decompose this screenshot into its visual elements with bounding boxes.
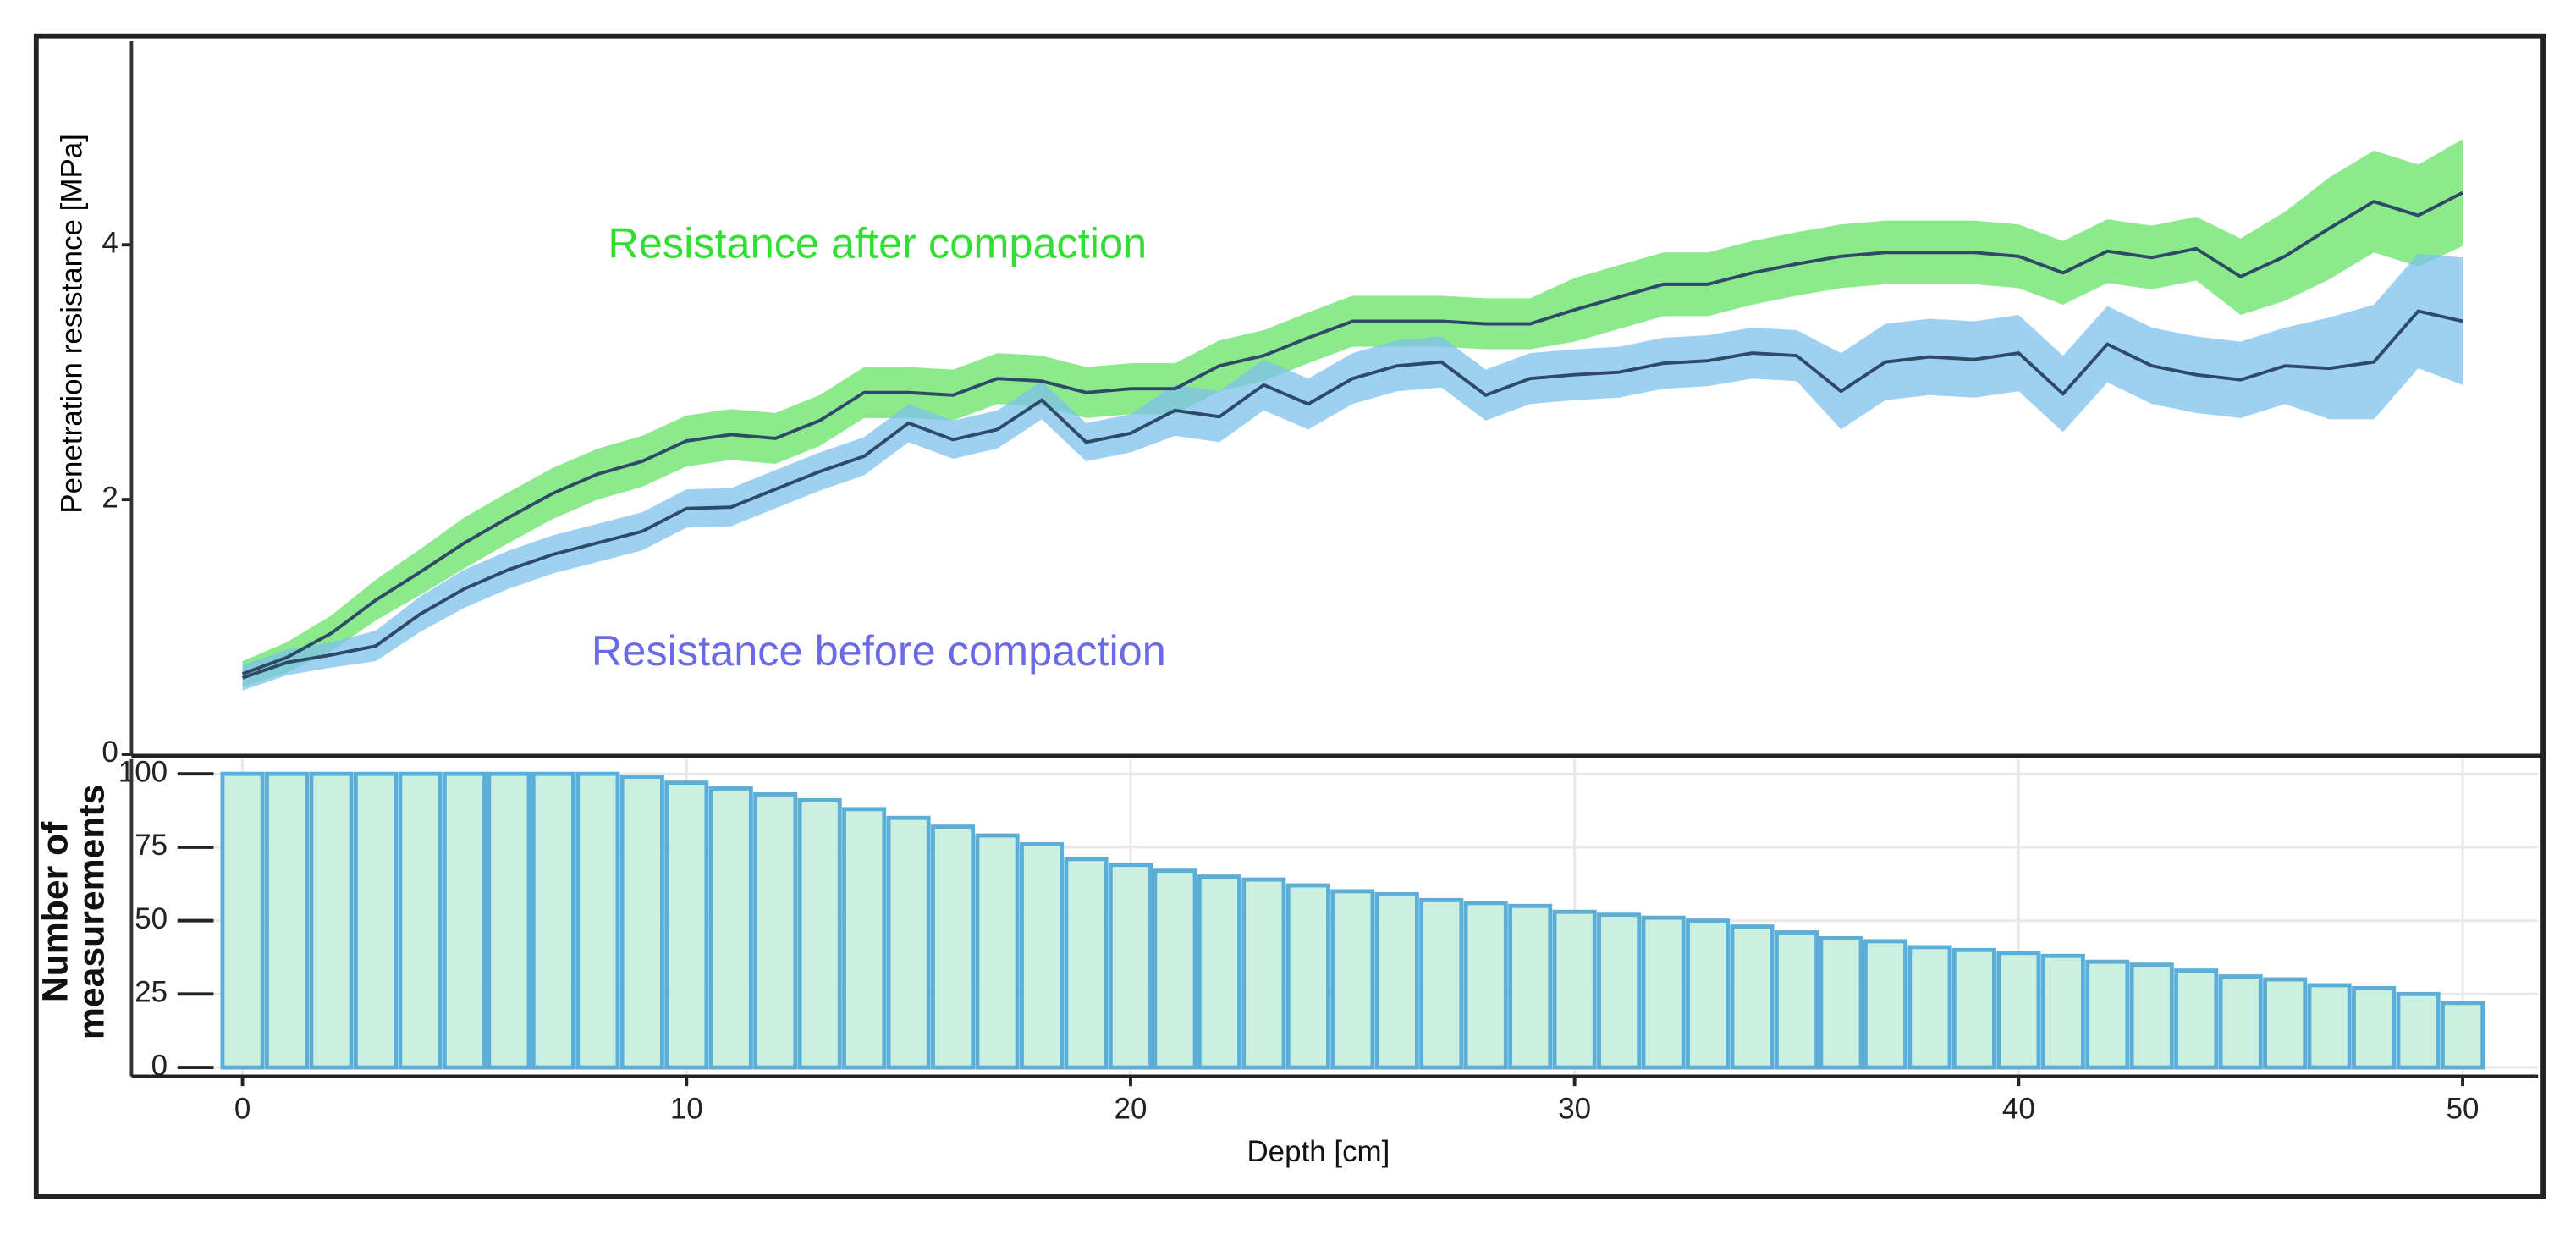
bar — [531, 771, 575, 1070]
bar — [1951, 947, 1996, 1070]
y-tick-label: 0 — [151, 1049, 168, 1082]
bar — [2352, 985, 2397, 1070]
bar — [1330, 889, 1375, 1070]
x-tick-label: 10 — [670, 1092, 703, 1125]
y-axis-title: Penetration resistance [MPa] — [56, 134, 89, 514]
bar — [1907, 945, 1952, 1070]
outer-frame — [33, 33, 2546, 1199]
bar — [1597, 912, 1642, 1070]
bar — [1064, 857, 1109, 1070]
error-band — [242, 139, 2463, 687]
bar — [2218, 974, 2263, 1070]
bar — [575, 771, 620, 1070]
x-tick-label: 0 — [234, 1092, 250, 1125]
bar — [398, 771, 443, 1070]
bar — [2263, 977, 2308, 1070]
bar — [2307, 983, 2352, 1070]
bar — [1241, 877, 1286, 1070]
bar — [442, 771, 487, 1070]
bar — [1863, 939, 1907, 1070]
mean-line — [241, 309, 2463, 680]
y-axis-title: Number of measurements — [34, 784, 113, 1040]
y-tick-label: 0 — [102, 736, 118, 769]
bar — [1197, 874, 1241, 1070]
bar — [1819, 936, 1863, 1070]
bar — [886, 815, 931, 1070]
bar — [265, 771, 310, 1070]
bar — [1108, 863, 1153, 1070]
bar — [220, 771, 265, 1070]
bar — [975, 833, 1020, 1070]
bar — [1774, 930, 1819, 1070]
bar — [2085, 959, 2130, 1070]
bar — [2396, 991, 2441, 1070]
y-tick-label: 2 — [102, 481, 118, 514]
bar — [1996, 951, 2041, 1070]
bar — [2174, 968, 2219, 1070]
bar — [353, 771, 399, 1070]
bar — [797, 797, 842, 1070]
bar — [1730, 924, 1775, 1070]
error-band — [242, 253, 2463, 691]
bar — [708, 786, 753, 1070]
bar — [1463, 901, 1508, 1070]
bar — [487, 771, 531, 1070]
y-axis-title-box: Number of measurements — [34, 784, 113, 1040]
series-label: Resistance after compaction — [608, 219, 1147, 267]
y-tick-label: 25 — [135, 976, 168, 1009]
bar — [753, 792, 798, 1070]
y-tick-label: 50 — [135, 902, 168, 935]
mean-line — [241, 190, 2463, 676]
y-tick-label: 100 — [118, 755, 168, 788]
bar — [1374, 891, 1419, 1070]
y-tick-label: 4 — [102, 226, 118, 259]
bar — [2040, 953, 2085, 1070]
bar — [1552, 909, 1597, 1070]
bar — [2441, 1001, 2485, 1070]
bar — [664, 780, 709, 1070]
y-tick-label: 75 — [135, 829, 168, 862]
x-axis-title: Depth [cm] — [1247, 1135, 1390, 1168]
bar — [1508, 903, 1553, 1070]
plot-area: Resistance after compaction Resistance be… — [34, 41, 2544, 1168]
bar — [2129, 962, 2174, 1070]
x-tick-label: 40 — [2002, 1092, 2035, 1125]
bar — [931, 824, 976, 1070]
x-tick-label: 50 — [2447, 1092, 2480, 1125]
bar — [1153, 868, 1197, 1070]
bar — [309, 771, 354, 1070]
bar — [1285, 883, 1330, 1070]
bar — [619, 775, 664, 1070]
bar — [1419, 897, 1464, 1070]
series-label: Resistance before compaction — [592, 626, 1166, 675]
bar — [1686, 918, 1731, 1070]
bar — [1641, 915, 1686, 1070]
x-tick-label: 20 — [1115, 1092, 1148, 1125]
x-tick-label: 30 — [1558, 1092, 1591, 1125]
bar — [842, 807, 887, 1070]
bar — [1019, 842, 1065, 1070]
